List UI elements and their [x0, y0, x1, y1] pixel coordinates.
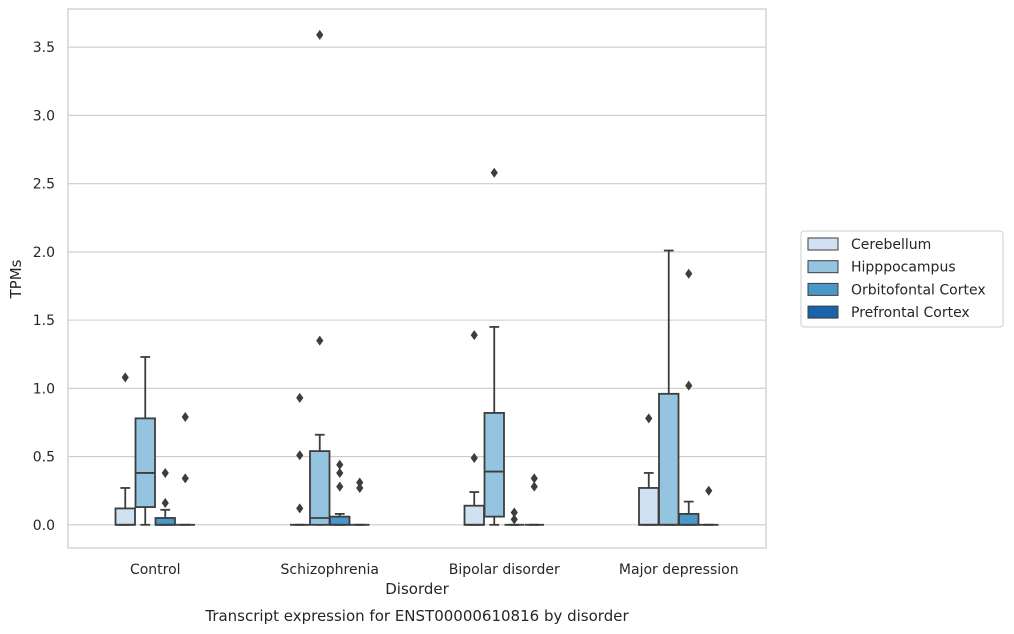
box [329, 515, 351, 526]
outlier-point [316, 335, 324, 346]
outlier-point [336, 459, 344, 470]
outlier-point [296, 450, 304, 461]
box [114, 507, 136, 526]
box [154, 517, 176, 526]
outlier-point [530, 473, 538, 484]
y-tick-label: 3.0 [33, 108, 55, 124]
outlier-point [161, 467, 169, 478]
legend-swatch [807, 260, 839, 274]
outlier-point [510, 507, 518, 518]
outlier-point [510, 514, 518, 525]
chart-caption: Transcript expression for ENST0000061081… [204, 607, 629, 625]
series-cerebellum [114, 330, 660, 526]
box [463, 504, 485, 526]
x-axis-label: Disorder [385, 580, 449, 598]
outlier-point [336, 467, 344, 478]
outlier-point [470, 452, 478, 463]
y-tick-label: 1.5 [33, 313, 55, 329]
outlier-point [296, 392, 304, 403]
outlier-point [685, 268, 693, 279]
legend-frame [800, 230, 1004, 328]
outlier-point [490, 167, 498, 178]
legend-label: Prefrontal Cortex [851, 305, 970, 321]
x-axis-ticks: Control Schizophrenia Bipolar disorder Majo… [130, 562, 739, 578]
legend: Cerebellum Hipppocampus Orbitofontal Corte… [800, 230, 1004, 328]
outlier-point [161, 497, 169, 508]
series-orbitofontal-cortex [154, 268, 700, 526]
outlier-point [530, 481, 538, 492]
box [134, 417, 156, 508]
outlier-point [181, 473, 189, 484]
outlier-point [181, 412, 189, 423]
legend-swatch [807, 282, 839, 296]
y-axis-ticks: 0.0 0.5 1.0 1.5 2.0 2.5 3.0 3.5 [33, 40, 55, 534]
outlier-point [296, 503, 304, 514]
y-tick-label: 2.5 [33, 177, 55, 193]
box [309, 450, 331, 526]
y-axis-label: TPMs [7, 259, 25, 299]
box [483, 412, 505, 518]
legend-label: Orbitofontal Cortex [851, 282, 986, 298]
outlier-point [356, 477, 364, 488]
legend-swatch [807, 237, 839, 251]
legend-label: Hipppocampus [851, 260, 956, 276]
y-tick-label: 2.0 [33, 245, 55, 261]
x-tick-label: Control [130, 562, 181, 578]
x-tick-label: Major depression [619, 562, 739, 578]
x-tick-label: Schizophrenia [281, 562, 379, 578]
series-hipppocampus [134, 29, 680, 526]
legend-items: Cerebellum Hipppocampus Orbitofontal Corte… [807, 237, 986, 321]
outlier-point [705, 485, 713, 496]
box-series [114, 29, 719, 526]
y-tick-label: 0.5 [33, 450, 55, 466]
outlier-point [316, 29, 324, 40]
outlier-point [356, 482, 364, 493]
series-prefrontal-cortex [175, 412, 719, 526]
outlier-point [645, 413, 653, 424]
outlier-point [336, 481, 344, 492]
box [638, 487, 660, 526]
y-tick-label: 3.5 [33, 40, 55, 56]
y-tick-label: 1.0 [33, 381, 55, 397]
plot-area [67, 8, 767, 549]
box [658, 392, 680, 526]
outlier-point [470, 330, 478, 341]
outlier-point [121, 372, 129, 383]
legend-label: Cerebellum [851, 237, 931, 253]
y-tick-label: 0.0 [33, 518, 55, 534]
outlier-point [685, 380, 693, 391]
gridlines [68, 46, 766, 526]
legend-swatch [807, 305, 839, 319]
x-tick-label: Bipolar disorder [449, 562, 560, 578]
box [678, 512, 700, 526]
